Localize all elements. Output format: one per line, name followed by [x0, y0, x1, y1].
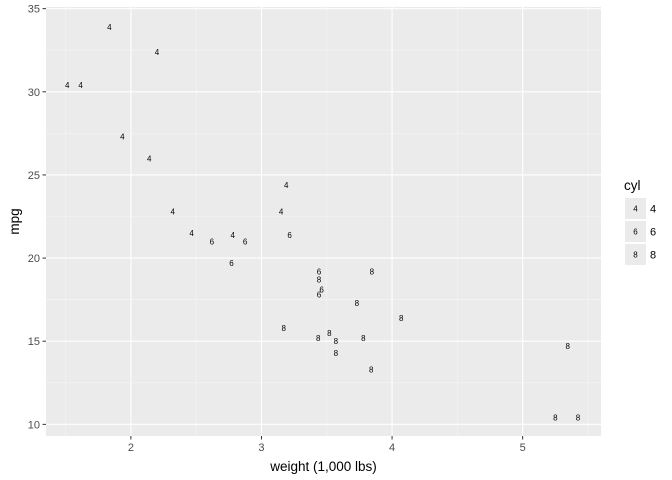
legend-label: 4 — [650, 204, 656, 216]
data-point-label: 8 — [334, 349, 339, 358]
data-point-label: 8 — [399, 314, 404, 323]
legend-entries: 4 4 6 6 8 8 — [625, 198, 656, 265]
data-point-label: 4 — [65, 81, 70, 90]
data-point-label: 8 — [317, 276, 322, 285]
data-point-label: 8 — [281, 324, 286, 333]
legend-key — [625, 198, 646, 219]
x-tick-label: 3 — [258, 442, 264, 454]
data-point-label: 6 — [210, 237, 215, 246]
legend-key-glyph: 4 — [633, 205, 638, 214]
data-point-label: 6 — [319, 286, 324, 295]
data-point-label: 4 — [231, 231, 236, 240]
data-point-label: 6 — [229, 259, 234, 268]
data-point-label: 6 — [317, 291, 322, 300]
data-point-label: 4 — [107, 23, 112, 32]
y-tick-label: 35 — [28, 4, 40, 16]
legend-key-glyph: 6 — [633, 228, 638, 237]
data-point-label: 8 — [553, 414, 558, 423]
data-point-label: 4 — [284, 181, 289, 190]
data-point-label: 8 — [327, 329, 332, 338]
x-tick-label: 2 — [128, 442, 134, 454]
y-tick-label: 10 — [28, 419, 40, 431]
x-tick-label: 5 — [520, 442, 526, 454]
data-point-label: 4 — [155, 48, 160, 57]
data-point-label: 4 — [120, 133, 125, 142]
data-point-label: 8 — [316, 334, 321, 343]
data-point-label: 6 — [287, 231, 292, 240]
data-point-label: 4 — [170, 208, 175, 217]
legend-key — [625, 221, 646, 242]
legend-title: cyl — [624, 178, 641, 193]
data-point-label: 8 — [369, 365, 374, 374]
legend-key — [625, 244, 646, 265]
data-point-label: 8 — [361, 334, 366, 343]
y-tick-label: 25 — [28, 170, 40, 182]
plot-panel — [46, 7, 601, 436]
data-point-label: 4 — [189, 229, 194, 238]
data-point-label: 4 — [279, 208, 284, 217]
data-point-label: 6 — [243, 237, 248, 246]
y-tick-label: 30 — [28, 87, 40, 99]
data-point-label: 8 — [334, 337, 339, 346]
major-gridlines — [46, 7, 601, 436]
y-tick-label: 20 — [28, 253, 40, 265]
legend-label: 8 — [650, 250, 656, 262]
data-point-label: 8 — [565, 342, 570, 351]
data-point-label: 8 — [355, 299, 360, 308]
axis-ticks: 2 3 4 5 10 15 20 25 30 35 — [28, 4, 526, 454]
data-point-label: 4 — [78, 81, 83, 90]
legend: cyl 4 4 6 6 8 8 — [624, 178, 656, 265]
x-axis-title: weight (1,000 lbs) — [269, 459, 377, 474]
data-point-label: 8 — [576, 414, 581, 423]
minor-gridlines — [46, 7, 601, 436]
y-tick-label: 15 — [28, 336, 40, 348]
y-axis-title: mpg — [7, 208, 22, 234]
data-point-label: 8 — [370, 267, 375, 276]
data-point-label: 4 — [147, 154, 152, 163]
x-tick-label: 4 — [389, 442, 395, 454]
legend-label: 6 — [650, 227, 656, 239]
legend-key-glyph: 8 — [633, 251, 638, 260]
data-point-label: 6 — [317, 267, 322, 276]
